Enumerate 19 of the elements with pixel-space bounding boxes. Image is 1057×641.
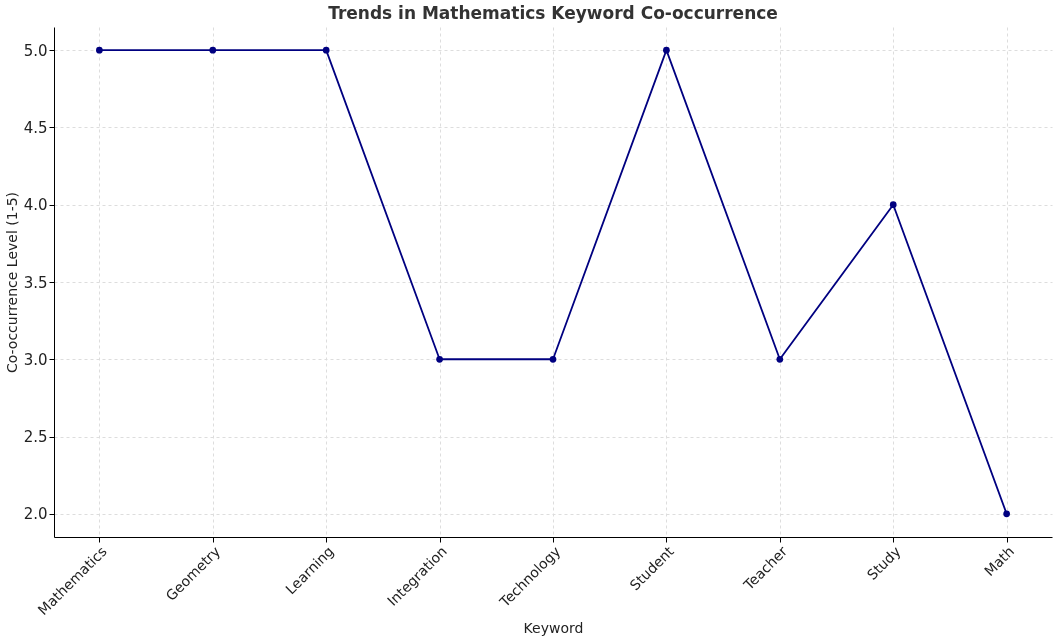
point [889,201,897,209]
point [549,355,557,363]
point [96,46,103,54]
y-tick-label: 3.5 [23,273,48,292]
y-tick-label: 4.5 [23,118,48,137]
chart-title: Trends in Mathematics Keyword Co-occurrence [328,3,778,23]
y-tick-label: 5.0 [23,41,48,60]
point [436,355,443,363]
point [209,46,217,54]
y-tick-label: 3.0 [23,350,48,369]
point [776,355,784,363]
y-tick-label: 2.5 [23,428,48,447]
y-tick-label: 2.0 [23,505,48,524]
y-axis-title: Co-occurrence Level (1-5) [3,191,20,374]
x-axis-title: Keyword [523,620,584,637]
point [322,46,330,54]
point [1003,510,1010,518]
y-tick-label: 4.0 [23,196,48,215]
point [663,46,670,54]
